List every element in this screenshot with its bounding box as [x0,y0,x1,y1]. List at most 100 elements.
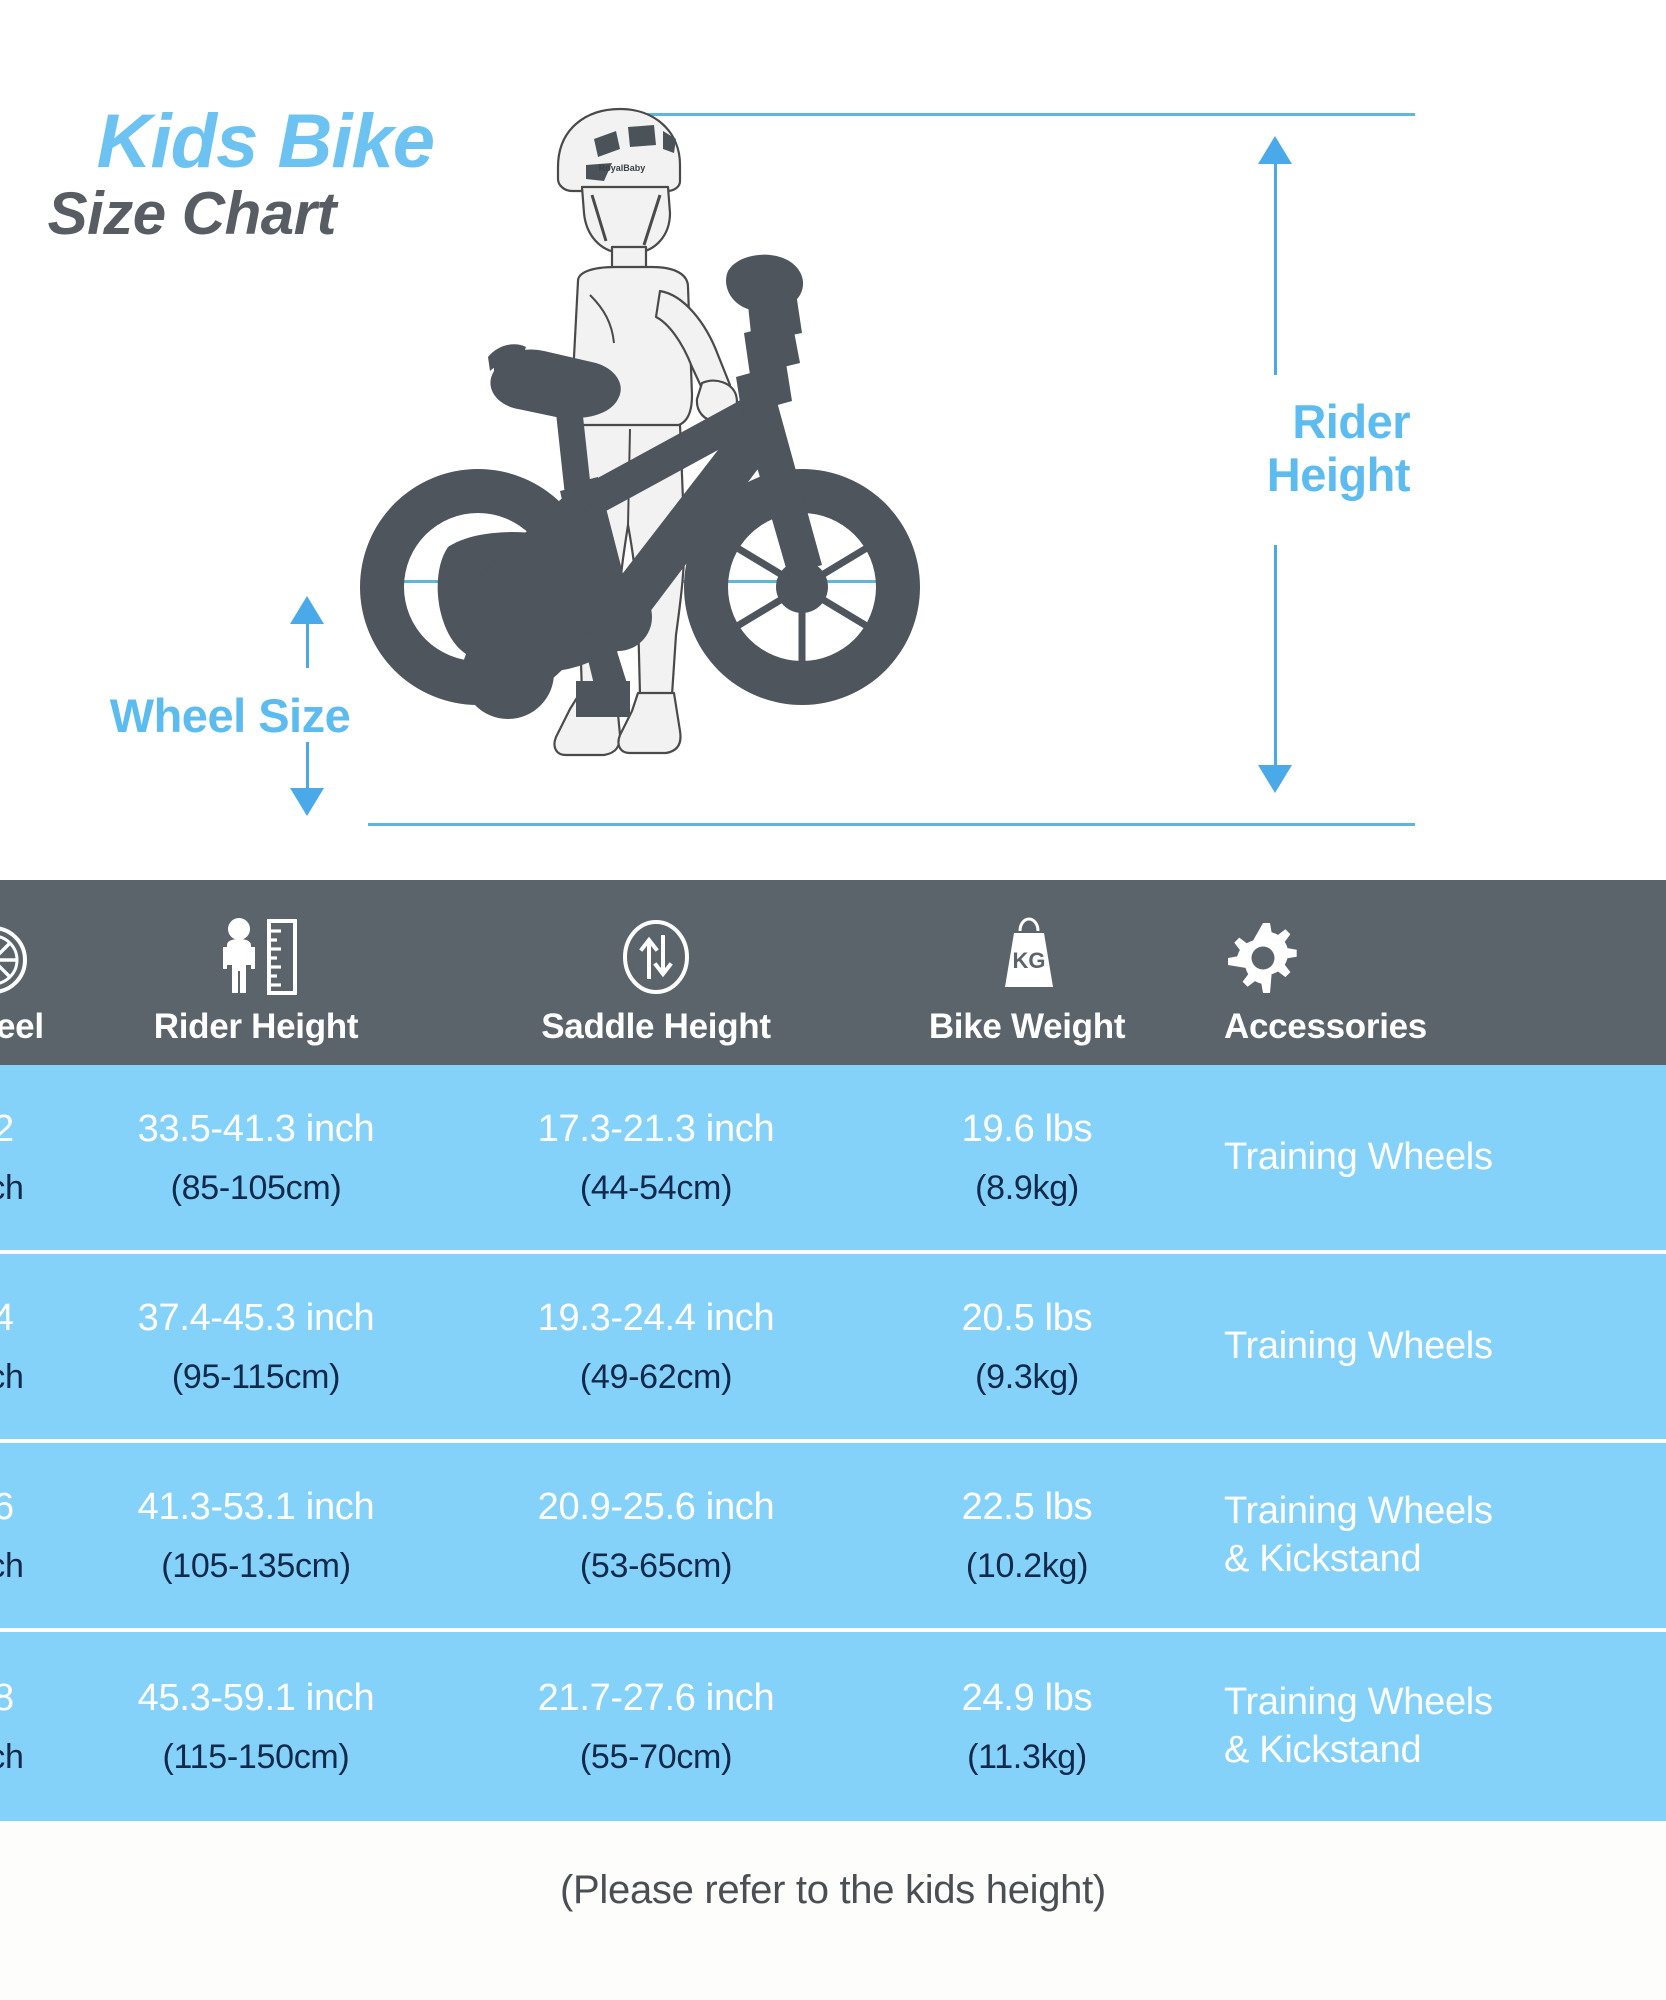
cell-bike-weight: 22.5 lbs (10.2kg) [858,1443,1196,1628]
cell-wheel-secondary: inch [0,1168,24,1207]
person-ruler-icon [209,911,303,997]
column-header-bike-weight-label: Bike Weight [928,1007,1126,1046]
cell-wheel-secondary: inch [0,1546,24,1585]
table-row: 18 inch 45.3-59.1 inch (115-150cm) 21.7-… [0,1632,1666,1821]
cell-saddle-height-inch: 21.7-27.6 inch [537,1676,775,1719]
cell-bike-weight-kg: (8.9kg) [975,1168,1079,1207]
column-header-accessories-label: Accessories [1224,1007,1427,1046]
cell-rider-height-inch: 45.3-59.1 inch [137,1676,375,1719]
cell-saddle-height: 19.3-24.4 inch (49-62cm) [454,1254,858,1439]
cell-rider-height: 41.3-53.1 inch (105-135cm) [58,1443,454,1628]
cell-rider-height: 45.3-59.1 inch (115-150cm) [58,1632,454,1821]
cell-bike-weight-lbs: 24.9 lbs [961,1676,1093,1719]
cell-saddle-height: 17.3-21.3 inch (44-54cm) [454,1065,858,1250]
helmet-brand-text: RoyalBaby [599,163,646,173]
cell-wheel: 18 inch [0,1632,58,1821]
wheel-size-arrow-up-icon [290,596,324,624]
cell-rider-height-inch: 33.5-41.3 inch [137,1107,375,1150]
guide-line-head-top [600,113,1415,116]
cell-saddle-height-cm: (49-62cm) [579,1357,733,1396]
cell-rider-height: 33.5-41.3 inch (85-105cm) [58,1065,454,1250]
cell-bike-weight: 24.9 lbs (11.3kg) [858,1632,1196,1821]
column-header-wheel: Wheel [0,880,58,1065]
cell-bike-weight-lbs: 22.5 lbs [961,1485,1093,1528]
cell-wheel-secondary: inch [0,1357,24,1396]
page-title: Kids Bike Size Chart [0,99,435,248]
cell-saddle-height-cm: (55-70cm) [579,1737,733,1776]
column-header-rider-height-label: Rider Height [153,1007,359,1046]
cell-bike-weight: 19.6 lbs (8.9kg) [858,1065,1196,1250]
cell-accessories: Training Wheels & Kickstand [1196,1443,1666,1628]
rider-height-arrow-shaft-top [1274,160,1277,375]
kids-bike-illustration [360,254,920,719]
cell-rider-height-inch: 41.3-53.1 inch [137,1485,375,1528]
cell-saddle-height-cm: (53-65cm) [579,1546,733,1585]
cell-saddle-height: 20.9-25.6 inch (53-65cm) [454,1443,858,1628]
cell-accessories: Training Wheels [1196,1065,1666,1250]
cell-bike-weight-lbs: 20.5 lbs [961,1296,1093,1339]
kg-weight-icon: KG [987,911,1067,997]
cell-accessories-line1: Training Wheels [1224,1135,1493,1178]
cell-wheel-primary: 16 [0,1485,14,1528]
cell-rider-height-cm: (95-115cm) [171,1357,341,1396]
size-chart-table: Wheel [0,880,1666,1821]
title-line-size-chart: Size Chart [47,180,337,248]
cell-wheel: 14 inch [0,1254,58,1439]
cell-rider-height: 37.4-45.3 inch (95-115cm) [58,1254,454,1439]
cell-wheel: 16 inch [0,1443,58,1628]
cell-rider-height-inch: 37.4-45.3 inch [137,1296,375,1339]
cell-accessories-line1: Training Wheels [1224,1324,1493,1367]
rider-height-label-line2: Height [1266,448,1411,502]
table-header-row: Wheel [0,880,1666,1065]
rider-height-label-line1: Rider [1292,395,1410,448]
cell-bike-weight-kg: (9.3kg) [975,1357,1079,1396]
cell-saddle-height-cm: (44-54cm) [579,1168,733,1207]
wheel-size-arrow-shaft-top [306,620,309,668]
cell-bike-weight-lbs: 19.6 lbs [961,1107,1093,1150]
table-row: 12 inch 33.5-41.3 inch (85-105cm) 17.3-2… [0,1065,1666,1254]
svg-text:KG: KG [1013,948,1046,973]
rider-height-arrow-up-icon [1258,136,1292,164]
table-row: 14 inch 37.4-45.3 inch (95-115cm) 19.3-2… [0,1254,1666,1443]
guide-line-ground [368,823,1415,826]
column-header-accessories: Accessories [1196,880,1666,1065]
cell-wheel: 12 inch [0,1065,58,1250]
rider-height-arrow-shaft-bottom [1274,545,1277,767]
cell-saddle-height-inch: 17.3-21.3 inch [537,1107,775,1150]
cell-wheel-primary: 18 [0,1676,14,1719]
wheel-size-arrow-down-icon [290,788,324,816]
cell-wheel-primary: 12 [0,1107,14,1150]
cell-accessories-line1: Training Wheels [1224,1490,1493,1532]
cell-bike-weight: 20.5 lbs (9.3kg) [858,1254,1196,1439]
cell-rider-height-cm: (85-105cm) [170,1168,342,1207]
wheel-icon [0,911,30,997]
footer-note: (Please refer to the kids height) [560,1868,1106,1912]
wheel-size-arrow-shaft-bottom [306,742,309,790]
saddle-height-icon [616,911,696,997]
column-header-wheel-label: Wheel [0,1007,44,1046]
cell-saddle-height-inch: 20.9-25.6 inch [537,1485,775,1528]
rider-height-arrow-down-icon [1258,765,1292,793]
cell-bike-weight-kg: (10.2kg) [965,1546,1089,1585]
cell-saddle-height-inch: 19.3-24.4 inch [537,1296,775,1339]
cell-accessories: Training Wheels & Kickstand [1196,1632,1666,1821]
wheel-size-label: Wheel Size [109,689,351,742]
cell-rider-height-cm: (105-135cm) [161,1546,351,1585]
cell-accessories-line2: & Kickstand [1224,1728,1422,1771]
column-header-saddle-height: Saddle Height [454,880,858,1065]
column-header-bike-weight: KG Bike Weight [858,880,1196,1065]
cell-accessories-line1: Training Wheels [1224,1681,1493,1723]
cell-rider-height-cm: (115-150cm) [162,1737,350,1776]
cell-wheel-primary: 14 [0,1296,14,1339]
cell-saddle-height: 21.7-27.6 inch (55-70cm) [454,1632,858,1821]
cell-accessories: Training Wheels [1196,1254,1666,1439]
cell-bike-weight-kg: (11.3kg) [967,1737,1087,1776]
title-line-kids-bike: Kids Bike [96,99,435,184]
gear-icon [1224,911,1302,997]
column-header-saddle-height-label: Saddle Height [541,1007,771,1046]
illustration-hero: Kids Bike Size Chart [0,0,1666,880]
rider-height-label: Rider Height [1110,395,1411,502]
column-header-rider-height: Rider Height [58,880,454,1065]
cell-wheel-secondary: inch [0,1737,24,1776]
